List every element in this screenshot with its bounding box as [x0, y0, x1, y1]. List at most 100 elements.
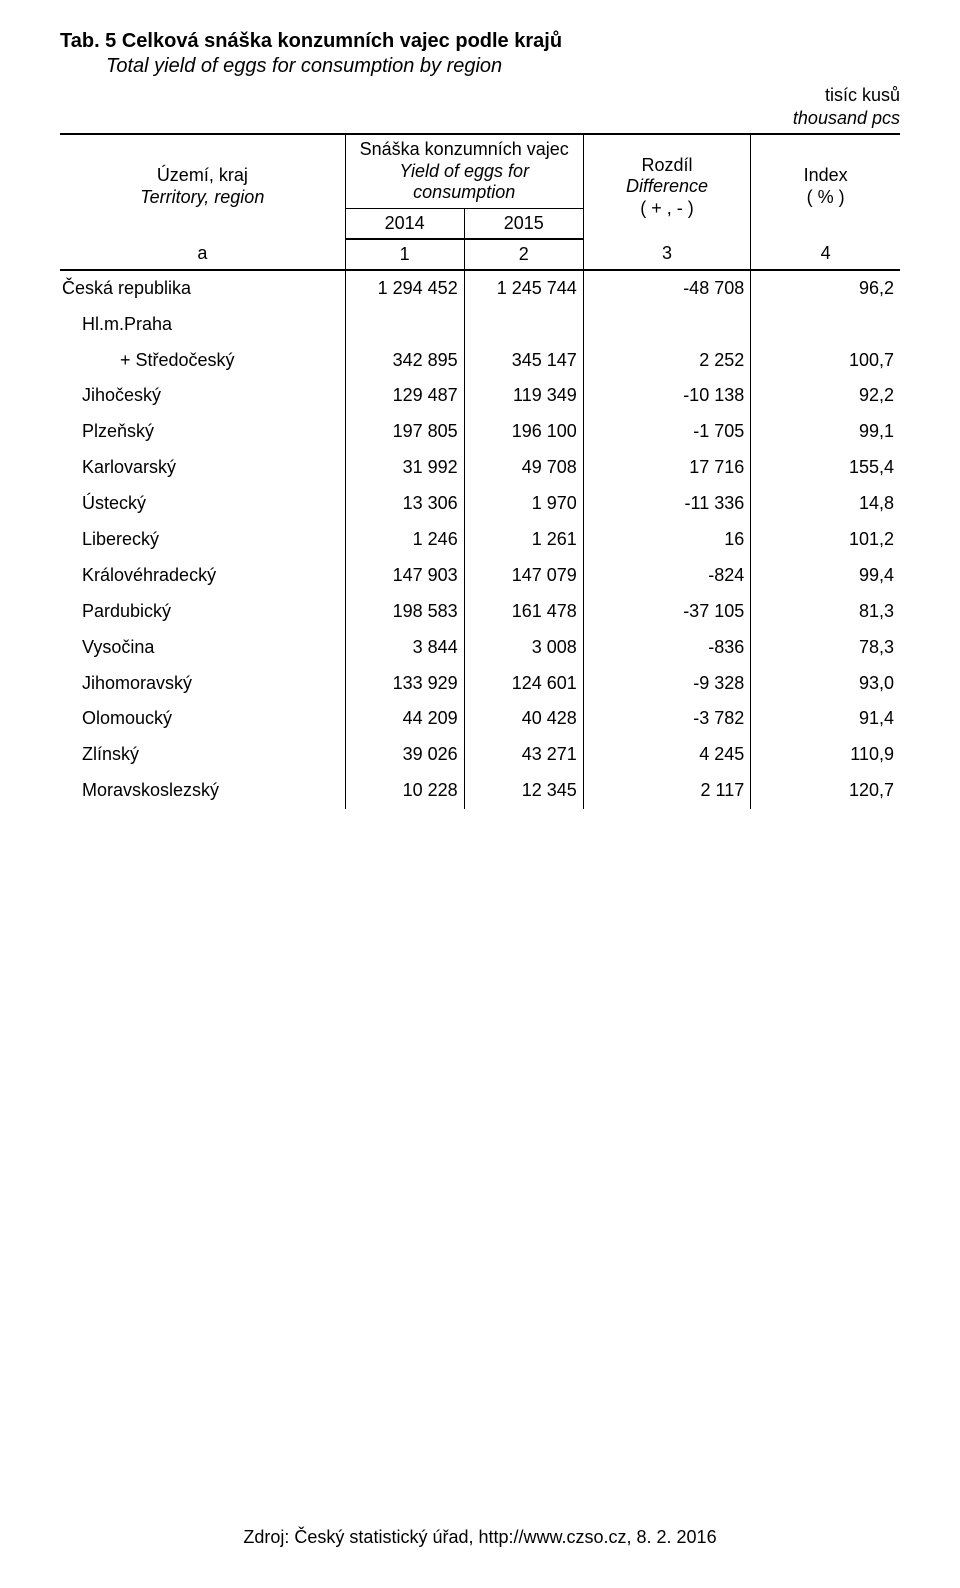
hdr-diff-cs: Rozdíl	[590, 155, 744, 177]
cell-index: 99,4	[751, 558, 900, 594]
table-body: Česká republika1 294 4521 245 744-48 708…	[60, 270, 900, 809]
cell-diff: -836	[583, 630, 750, 666]
cell-region: Pardubický	[60, 594, 345, 630]
table-title-cs: Tab. 5 Celková snáška konzumních vajec p…	[60, 30, 900, 53]
cell-index: 96,2	[751, 270, 900, 307]
hdr-year2: 2015	[464, 208, 583, 239]
table-row: Pardubický198 583161 478-37 10581,3	[60, 594, 900, 630]
cell-2015: 40 428	[464, 701, 583, 737]
cell-index: 100,7	[751, 343, 900, 379]
cell-2015: 1 245 744	[464, 270, 583, 307]
hdr-c3: 3	[583, 239, 750, 270]
hdr-territory: Území, kraj Territory, region	[60, 134, 345, 239]
cell-diff: -3 782	[583, 701, 750, 737]
cell-2014: 44 209	[345, 701, 464, 737]
cell-diff: 17 716	[583, 450, 750, 486]
cell-2014: 1 246	[345, 522, 464, 558]
cell-index: 78,3	[751, 630, 900, 666]
cell-index: 120,7	[751, 773, 900, 809]
cell-2015: 161 478	[464, 594, 583, 630]
cell-diff: -824	[583, 558, 750, 594]
cell-2015: 196 100	[464, 414, 583, 450]
cell-2015: 147 079	[464, 558, 583, 594]
cell-2014: 197 805	[345, 414, 464, 450]
cell-2014: 10 228	[345, 773, 464, 809]
cell-2014: 147 903	[345, 558, 464, 594]
cell-2015: 1 970	[464, 486, 583, 522]
hdr-c2: 2	[464, 239, 583, 270]
table-row: Jihočeský129 487119 349-10 13892,2	[60, 378, 900, 414]
cell-diff: 16	[583, 522, 750, 558]
cell-diff: -10 138	[583, 378, 750, 414]
hdr-diff: Rozdíl Difference ( + , - )	[583, 134, 750, 239]
cell-2014: 129 487	[345, 378, 464, 414]
units-block: tisíc kusů thousand pcs	[60, 84, 900, 129]
hdr-index-note: ( % )	[757, 187, 894, 209]
data-table: Území, kraj Territory, region Snáška kon…	[60, 133, 900, 809]
cell-index: 81,3	[751, 594, 900, 630]
cell-2015: 3 008	[464, 630, 583, 666]
cell-index: 14,8	[751, 486, 900, 522]
cell-2015: 12 345	[464, 773, 583, 809]
cell-2014: 39 026	[345, 737, 464, 773]
cell-index: 92,2	[751, 378, 900, 414]
table-row: Vysočina3 8443 008-83678,3	[60, 630, 900, 666]
hdr-a: a	[60, 239, 345, 270]
table-row: Hl.m.Praha	[60, 307, 900, 343]
table-row: Liberecký1 2461 26116101,2	[60, 522, 900, 558]
cell-region: Moravskoslezský	[60, 773, 345, 809]
cell-2014: 342 895	[345, 343, 464, 379]
cell-diff: 4 245	[583, 737, 750, 773]
table-row: Královéhradecký147 903147 079-82499,4	[60, 558, 900, 594]
cell-region: Liberecký	[60, 522, 345, 558]
cell-index: 99,1	[751, 414, 900, 450]
cell-region: Vysočina	[60, 630, 345, 666]
hdr-index-cs: Index	[757, 165, 894, 187]
table-title-en: Total yield of eggs for consumption by r…	[60, 55, 900, 78]
footer-source: Zdroj: Český statistický úřad, http://ww…	[0, 1527, 960, 1548]
cell-region: Karlovarský	[60, 450, 345, 486]
hdr-yield-en: Yield of eggs for consumption	[352, 161, 577, 204]
cell-2015: 124 601	[464, 666, 583, 702]
cell-index: 91,4	[751, 701, 900, 737]
table-row: Česká republika1 294 4521 245 744-48 708…	[60, 270, 900, 307]
cell-region: Ústecký	[60, 486, 345, 522]
cell-diff: 2 252	[583, 343, 750, 379]
cell-2015: 119 349	[464, 378, 583, 414]
cell-diff: -1 705	[583, 414, 750, 450]
cell-2015	[464, 307, 583, 343]
cell-region: Zlínský	[60, 737, 345, 773]
hdr-c1: 1	[345, 239, 464, 270]
cell-index: 93,0	[751, 666, 900, 702]
cell-diff: -37 105	[583, 594, 750, 630]
cell-index: 155,4	[751, 450, 900, 486]
cell-region: Jihomoravský	[60, 666, 345, 702]
table-row: Ústecký13 3061 970-11 33614,8	[60, 486, 900, 522]
cell-diff: -9 328	[583, 666, 750, 702]
cell-region: Jihočeský	[60, 378, 345, 414]
units-cs: tisíc kusů	[60, 84, 900, 107]
hdr-yield: Snáška konzumních vajec Yield of eggs fo…	[345, 134, 583, 208]
cell-diff: 2 117	[583, 773, 750, 809]
hdr-yield-cs: Snáška konzumních vajec	[352, 139, 577, 161]
cell-2014: 1 294 452	[345, 270, 464, 307]
cell-2014: 13 306	[345, 486, 464, 522]
cell-region: Královéhradecký	[60, 558, 345, 594]
cell-2014	[345, 307, 464, 343]
cell-region: Česká republika	[60, 270, 345, 307]
cell-2014: 198 583	[345, 594, 464, 630]
units-en: thousand pcs	[60, 107, 900, 130]
cell-region: + Středočeský	[60, 343, 345, 379]
cell-2015: 43 271	[464, 737, 583, 773]
hdr-territory-cs: Území, kraj	[66, 165, 339, 187]
cell-2015: 345 147	[464, 343, 583, 379]
cell-2014: 133 929	[345, 666, 464, 702]
cell-diff: -11 336	[583, 486, 750, 522]
table-row: + Středočeský342 895345 1472 252100,7	[60, 343, 900, 379]
hdr-year1: 2014	[345, 208, 464, 239]
cell-2015: 49 708	[464, 450, 583, 486]
hdr-index: Index ( % )	[751, 134, 900, 239]
cell-index: 101,2	[751, 522, 900, 558]
table-row: Olomoucký44 20940 428-3 78291,4	[60, 701, 900, 737]
table-row: Moravskoslezský10 22812 3452 117120,7	[60, 773, 900, 809]
